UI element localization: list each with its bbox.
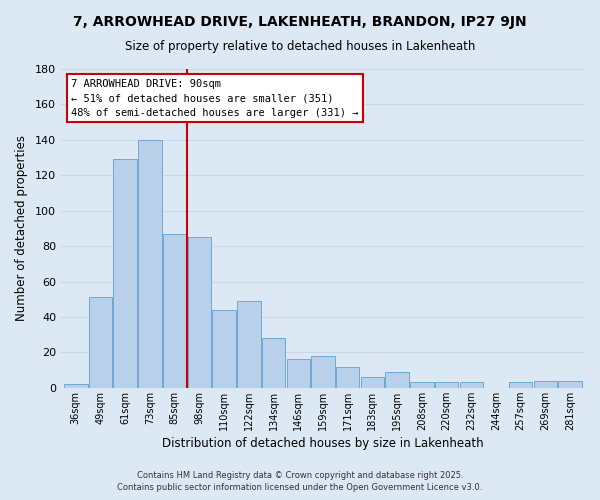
Bar: [336, 366, 359, 388]
Text: Size of property relative to detached houses in Lakenheath: Size of property relative to detached ho…: [125, 40, 475, 53]
Bar: [559, 380, 582, 388]
Bar: [89, 298, 112, 388]
Text: 7 ARROWHEAD DRIVE: 90sqm
← 51% of detached houses are smaller (351)
48% of semi-: 7 ARROWHEAD DRIVE: 90sqm ← 51% of detach…: [71, 78, 359, 118]
Text: Contains HM Land Registry data © Crown copyright and database right 2025.
Contai: Contains HM Land Registry data © Crown c…: [118, 471, 482, 492]
Bar: [361, 377, 384, 388]
Bar: [385, 372, 409, 388]
Bar: [262, 338, 285, 388]
Bar: [138, 140, 161, 388]
Bar: [113, 160, 137, 388]
Bar: [188, 237, 211, 388]
Bar: [460, 382, 483, 388]
Bar: [64, 384, 88, 388]
Bar: [534, 380, 557, 388]
Bar: [163, 234, 187, 388]
Bar: [435, 382, 458, 388]
Bar: [311, 356, 335, 388]
Bar: [410, 382, 434, 388]
Y-axis label: Number of detached properties: Number of detached properties: [15, 136, 28, 322]
Bar: [237, 301, 260, 388]
Bar: [212, 310, 236, 388]
X-axis label: Distribution of detached houses by size in Lakenheath: Distribution of detached houses by size …: [162, 437, 484, 450]
Bar: [287, 360, 310, 388]
Text: 7, ARROWHEAD DRIVE, LAKENHEATH, BRANDON, IP27 9JN: 7, ARROWHEAD DRIVE, LAKENHEATH, BRANDON,…: [73, 15, 527, 29]
Bar: [509, 382, 532, 388]
